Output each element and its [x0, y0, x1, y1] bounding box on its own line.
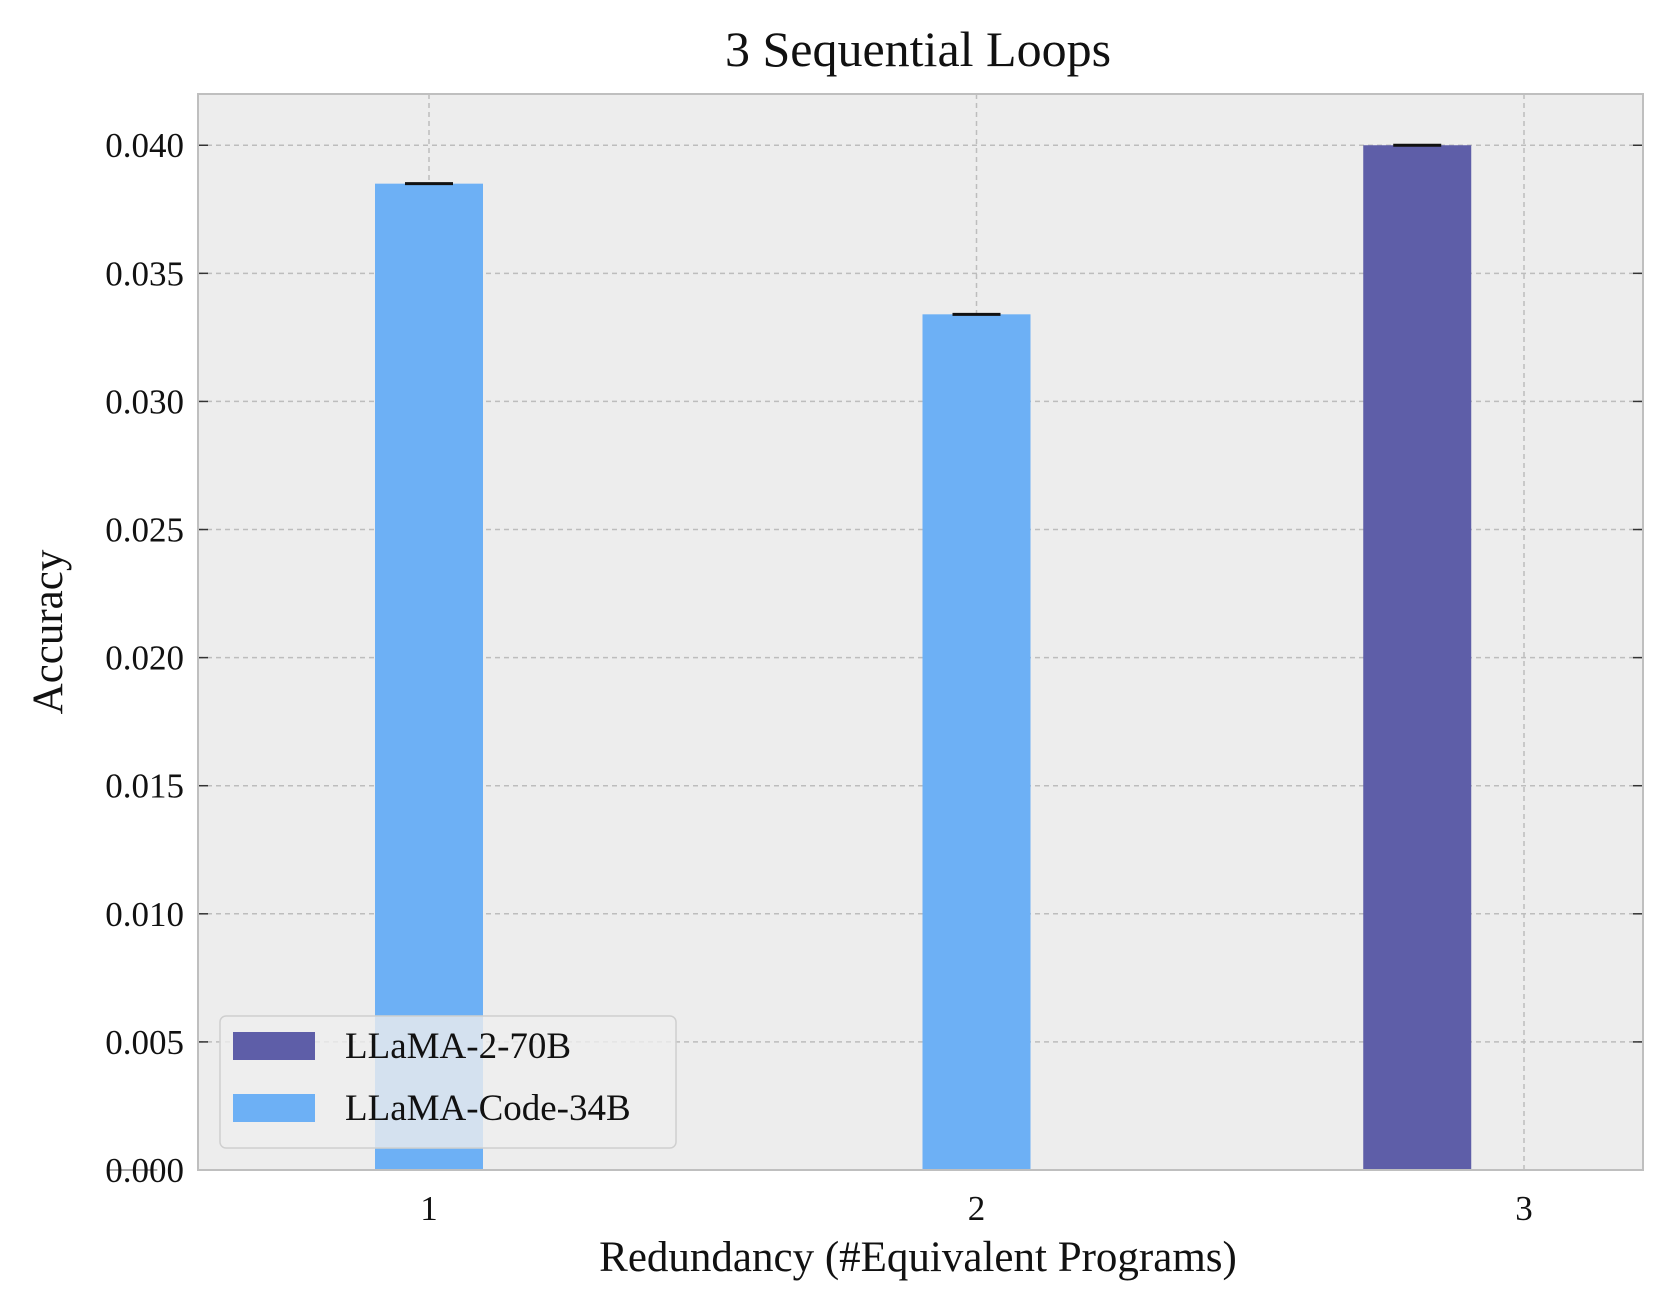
legend-swatch	[233, 1094, 315, 1122]
x-tick-label: 3	[1515, 1189, 1533, 1228]
axis-ticks: 0.000 0.005 0.010 0.015 0.020 0.025 0.030 0.035…	[105, 126, 1643, 1228]
bar-LLaMA-Code-34B	[375, 183, 483, 1170]
y-tick-label: 0.015	[105, 767, 184, 806]
x-tick-label: 2	[968, 1189, 986, 1228]
plot-frame	[197, 93, 1644, 1171]
legend-box	[219, 1015, 677, 1149]
legend-label: LLaMA-Code-34B	[345, 1088, 631, 1129]
y-tick-label: 0.010	[105, 895, 184, 934]
x-tick-label: 1	[420, 1189, 438, 1228]
y-tick-label: 0.035	[105, 254, 184, 293]
y-tick-label: 0.030	[105, 382, 184, 421]
legend-label: LLaMA-2-70B	[345, 1026, 571, 1067]
x-axis-label: Redundancy (#Equivalent Programs)	[599, 1234, 1237, 1281]
y-tick-label: 0.040	[105, 126, 184, 165]
legend-swatch	[233, 1032, 315, 1060]
y-tick-label: 0.025	[105, 511, 184, 550]
grid-lines	[198, 94, 1643, 1170]
y-axis-label: Accuracy	[25, 549, 72, 714]
y-tick-label: 0.020	[105, 639, 184, 678]
y-tick-label: 0.005	[105, 1023, 184, 1062]
bar-LLaMA-Code-34B	[922, 314, 1031, 1170]
bar-LLaMA-2-70B	[1363, 145, 1472, 1171]
legend: LLaMA-2-70B LLaMA-Code-34B	[219, 1015, 677, 1149]
chart-title: 3 Sequential Loops	[725, 21, 1111, 77]
bars	[109, 143, 1548, 1171]
y-tick-label: 0.000	[105, 1151, 184, 1190]
